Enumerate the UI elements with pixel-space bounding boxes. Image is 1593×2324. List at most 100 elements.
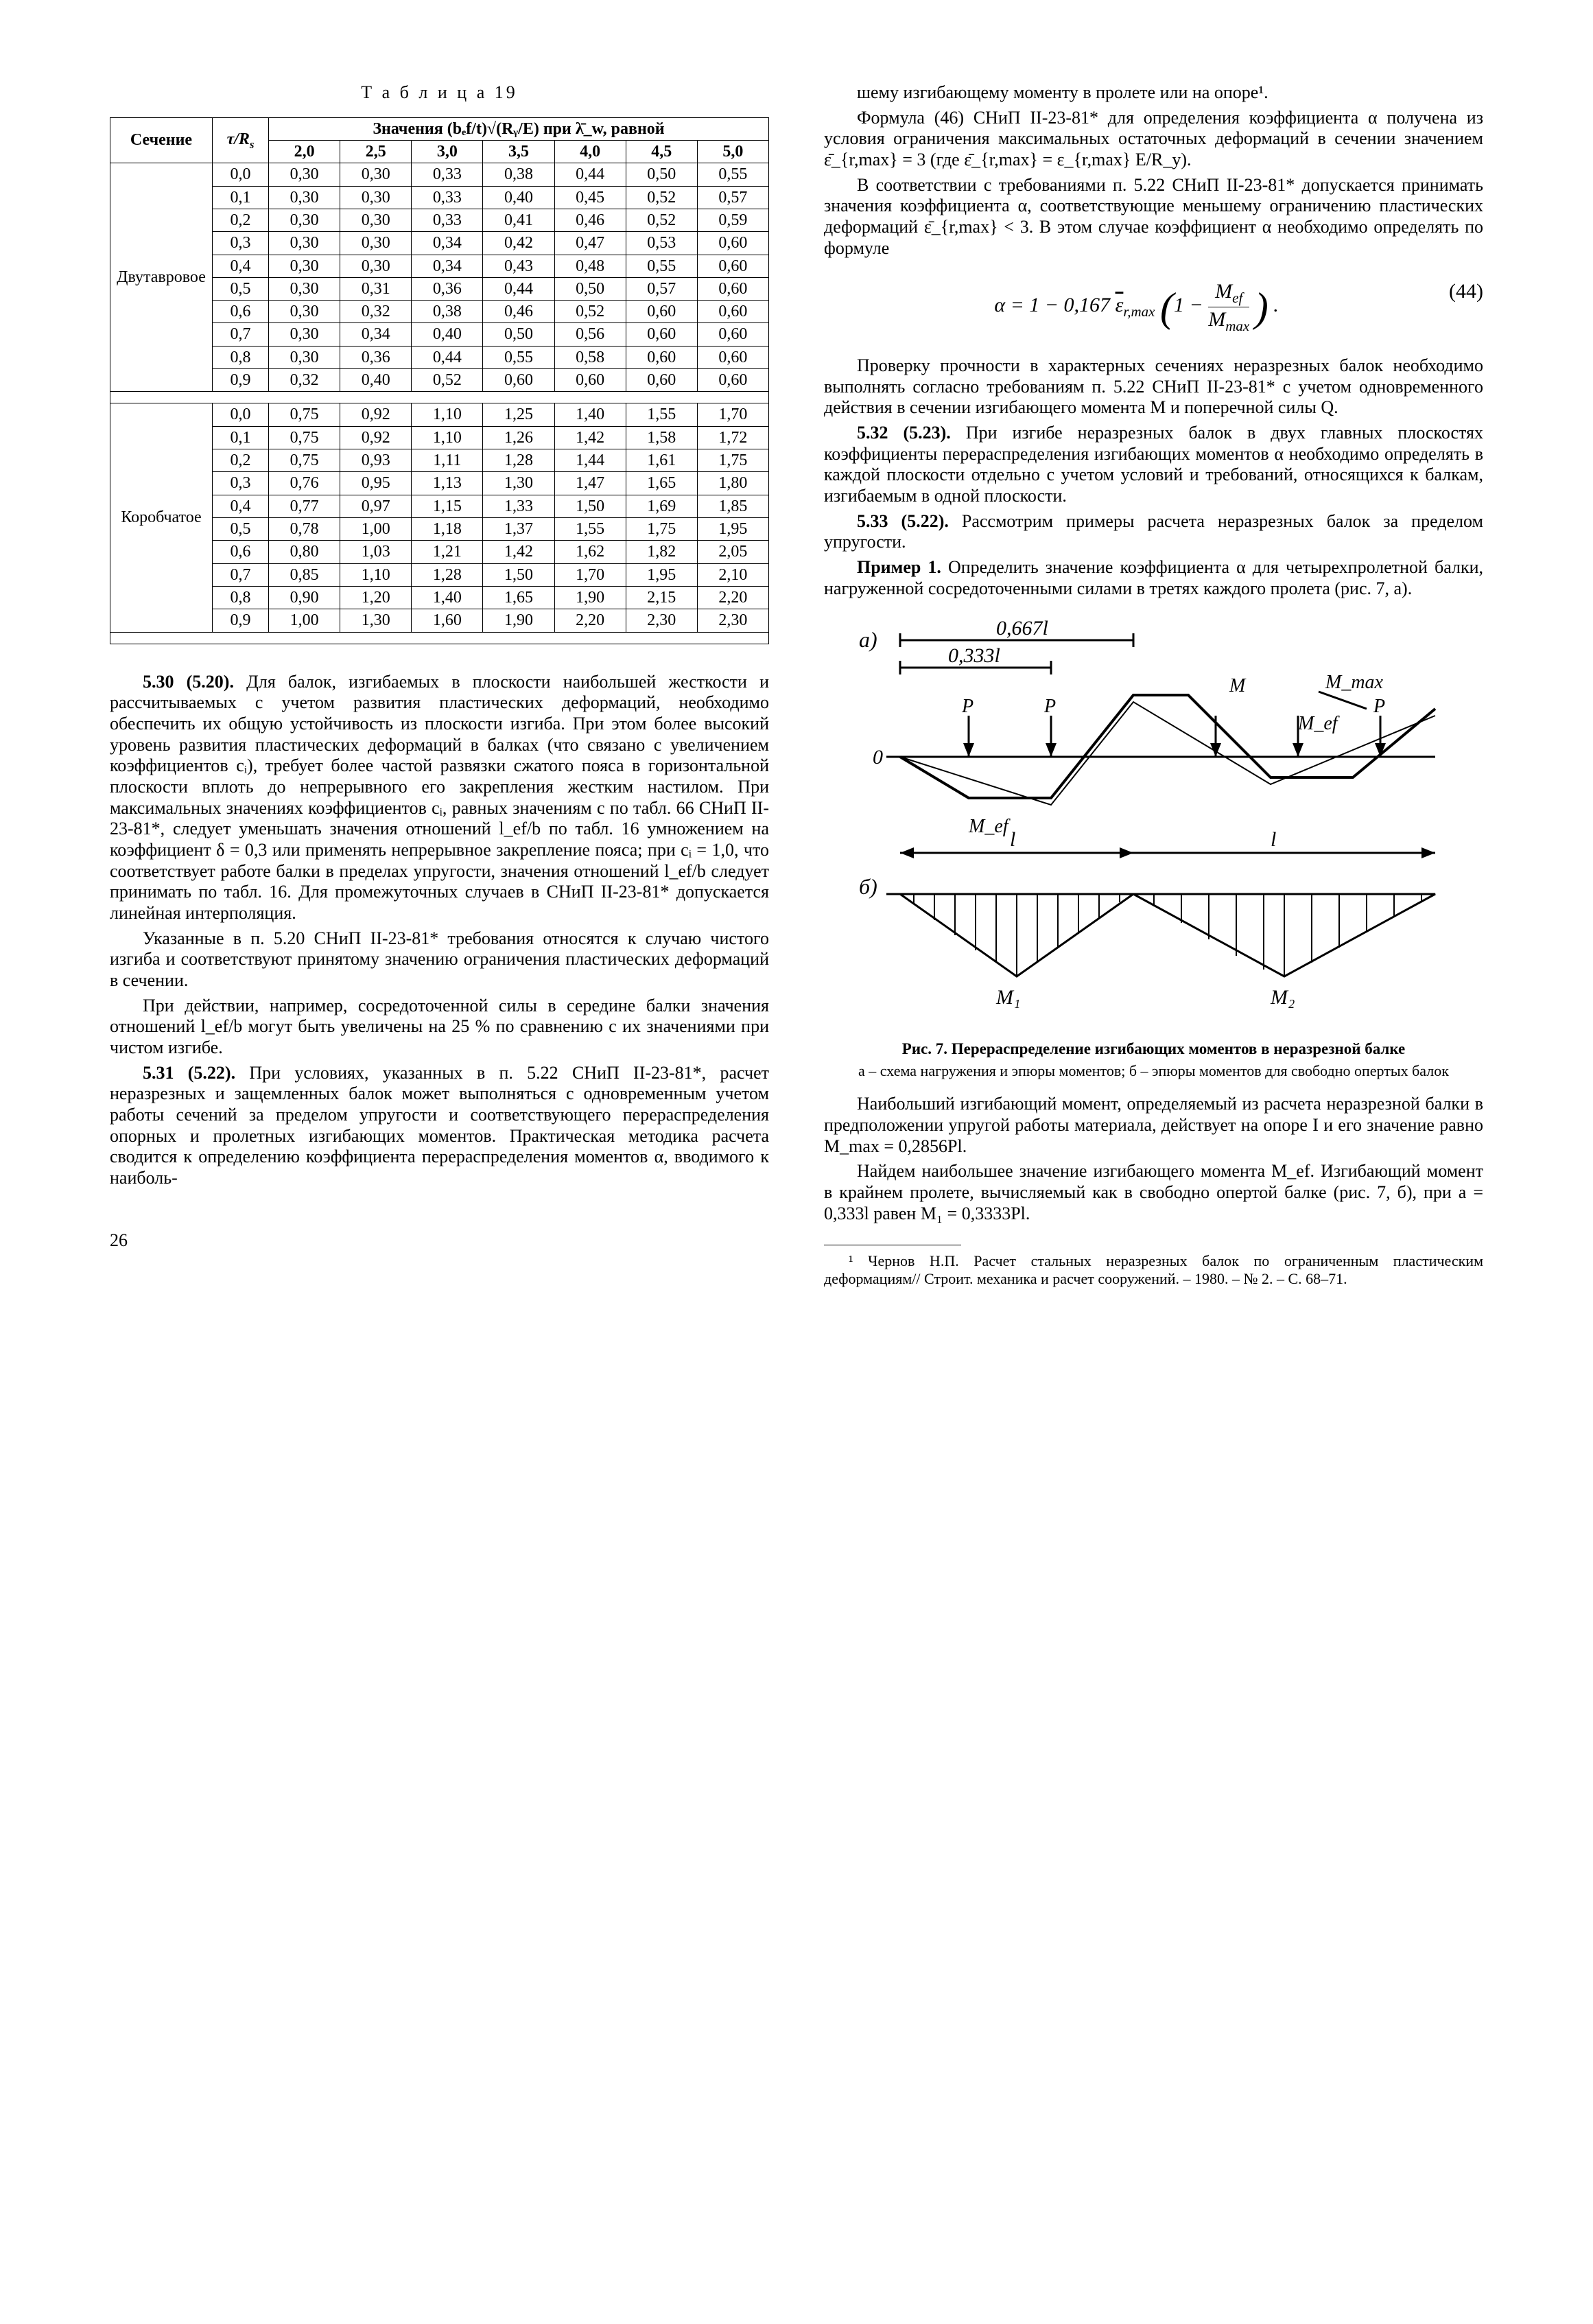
th-lambda: 2,5 <box>340 140 412 163</box>
value-cell: 1,28 <box>483 449 554 472</box>
paragraph: 5.30 (5.20). Для балок, изгибаемых в пло… <box>110 672 769 924</box>
value-cell: 1,28 <box>412 563 483 586</box>
value-cell: 1,42 <box>483 541 554 563</box>
value-cell: 1,72 <box>697 426 768 449</box>
value-cell: 1,55 <box>554 517 626 540</box>
value-cell: 0,30 <box>269 186 340 209</box>
value-cell: 1,50 <box>554 495 626 517</box>
value-cell: 1,40 <box>554 403 626 426</box>
value-cell: 1,42 <box>554 426 626 449</box>
tau-cell: 0,6 <box>213 541 269 563</box>
fig-zero: 0 <box>873 746 883 768</box>
paragraph: Указанные в п. 5.20 СНиП II-23-81* требо… <box>110 928 769 991</box>
figure-subcaption: а – схема нагружения и эпюры моментов; б… <box>824 1062 1483 1080</box>
paragraph: В соответствии с требованиями п. 5.22 СН… <box>824 175 1483 259</box>
tau-cell: 0,6 <box>213 301 269 323</box>
value-cell: 0,60 <box>626 369 697 392</box>
right-column: шему изгибающему моменту в пролете или н… <box>824 82 1483 1292</box>
tau-cell: 0,8 <box>213 346 269 368</box>
th-values-title: Значения (bₑf/t)√(Rᵧ/E) при λ̄_w, равной <box>269 117 769 140</box>
spacer-row <box>110 392 769 403</box>
value-cell: 0,30 <box>269 346 340 368</box>
para-lead: 5.30 (5.20). <box>143 672 246 692</box>
value-cell: 1,20 <box>340 586 412 609</box>
value-cell: 0,52 <box>554 301 626 323</box>
tau-cell: 0,5 <box>213 277 269 300</box>
value-cell: 0,30 <box>269 277 340 300</box>
value-cell: 1,10 <box>412 403 483 426</box>
para-lead: 5.33 (5.22). <box>857 511 962 531</box>
value-cell: 0,36 <box>340 346 412 368</box>
value-cell: 1,75 <box>626 517 697 540</box>
value-cell: 1,37 <box>483 517 554 540</box>
paragraph: Найдем наибольшее значение изгибающего м… <box>824 1161 1483 1224</box>
para-lead: 5.31 (5.22). <box>143 1063 249 1083</box>
value-cell: 0,52 <box>626 186 697 209</box>
value-cell: 0,46 <box>554 209 626 231</box>
fig-dim-0667l: 0,667l <box>996 620 1048 639</box>
value-cell: 0,30 <box>340 255 412 277</box>
svg-text:M_ef: M_ef <box>968 816 1011 837</box>
value-cell: 1,10 <box>340 563 412 586</box>
value-cell: 0,75 <box>269 449 340 472</box>
value-cell: 2,15 <box>626 586 697 609</box>
section-name: Двутавровое <box>110 163 213 392</box>
th-lambda: 5,0 <box>697 140 768 163</box>
value-cell: 0,40 <box>412 323 483 346</box>
figure-caption: Рис. 7. Перераспределение изгибающих мом… <box>824 1040 1483 1058</box>
value-cell: 1,95 <box>697 517 768 540</box>
value-cell: 0,60 <box>697 369 768 392</box>
value-cell: 0,44 <box>554 163 626 186</box>
th-lambda: 3,5 <box>483 140 554 163</box>
value-cell: 0,44 <box>483 277 554 300</box>
value-cell: 0,60 <box>697 323 768 346</box>
value-cell: 1,30 <box>483 472 554 495</box>
footnote-1: ¹ Чернов Н.П. Расчет стальных неразрезны… <box>824 1252 1483 1288</box>
value-cell: 0,45 <box>554 186 626 209</box>
value-cell: 0,80 <box>269 541 340 563</box>
value-cell: 0,95 <box>340 472 412 495</box>
paragraph: Пример 1. Определить значение коэффициен… <box>824 557 1483 599</box>
value-cell: 1,30 <box>340 609 412 632</box>
value-cell: 0,90 <box>269 586 340 609</box>
value-cell: 0,43 <box>483 255 554 277</box>
value-cell: 0,30 <box>340 209 412 231</box>
value-cell: 1,26 <box>483 426 554 449</box>
value-cell: 0,30 <box>269 163 340 186</box>
value-cell: 0,41 <box>483 209 554 231</box>
fig-dim-0333l: 0,333l <box>948 644 1000 667</box>
tau-cell: 0,3 <box>213 232 269 255</box>
value-cell: 0,55 <box>697 163 768 186</box>
svg-text:P: P <box>1043 696 1056 717</box>
section-name: Коробчатое <box>110 403 213 632</box>
value-cell: 0,36 <box>412 277 483 300</box>
tau-cell: 0,1 <box>213 426 269 449</box>
value-cell: 1,18 <box>412 517 483 540</box>
figure-7: а) 0,667l 0,333l M <box>824 620 1483 1031</box>
value-cell: 0,34 <box>412 255 483 277</box>
value-cell: 1,13 <box>412 472 483 495</box>
value-cell: 0,40 <box>340 369 412 392</box>
tau-cell: 0,0 <box>213 163 269 186</box>
th-lambda: 3,0 <box>412 140 483 163</box>
value-cell: 0,30 <box>269 323 340 346</box>
value-cell: 2,30 <box>626 609 697 632</box>
value-cell: 2,20 <box>697 586 768 609</box>
value-cell: 0,30 <box>269 255 340 277</box>
value-cell: 0,44 <box>412 346 483 368</box>
value-cell: 0,60 <box>554 369 626 392</box>
value-cell: 0,52 <box>626 209 697 231</box>
value-cell: 1,10 <box>412 426 483 449</box>
value-cell: 0,53 <box>626 232 697 255</box>
fig-Mef: M_ef <box>1297 713 1340 734</box>
tau-cell: 0,3 <box>213 472 269 495</box>
value-cell: 0,52 <box>412 369 483 392</box>
paragraph: Проверку прочности в характерных сечения… <box>824 355 1483 419</box>
value-cell: 1,82 <box>626 541 697 563</box>
value-cell: 0,85 <box>269 563 340 586</box>
value-cell: 0,55 <box>483 346 554 368</box>
value-cell: 0,34 <box>412 232 483 255</box>
fig-Mmax: M_max <box>1325 672 1384 693</box>
value-cell: 1,90 <box>483 609 554 632</box>
value-cell: 1,58 <box>626 426 697 449</box>
